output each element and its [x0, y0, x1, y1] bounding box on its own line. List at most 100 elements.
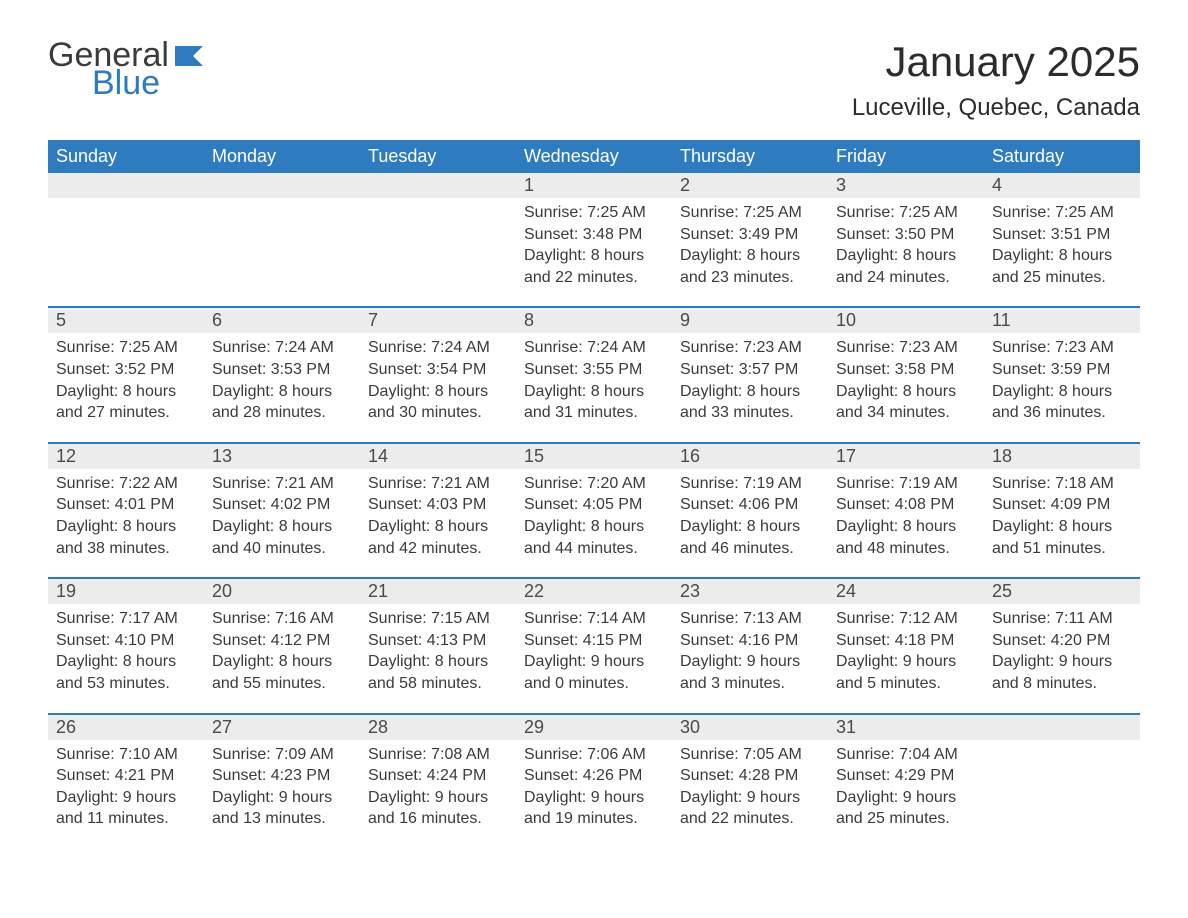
daylight-text-1: Daylight: 8 hours	[992, 381, 1132, 403]
daylight-text-2: and 16 minutes.	[368, 808, 508, 830]
daylight-text-1: Daylight: 8 hours	[836, 516, 976, 538]
day-header: Tuesday	[360, 140, 516, 173]
sunset-text: Sunset: 3:59 PM	[992, 359, 1132, 381]
day-number-cell: 26	[48, 714, 204, 740]
daylight-text-1: Daylight: 9 hours	[992, 651, 1132, 673]
sunrise-text: Sunrise: 7:23 AM	[836, 337, 976, 359]
sunset-text: Sunset: 4:06 PM	[680, 494, 820, 516]
sunrise-text: Sunrise: 7:20 AM	[524, 473, 664, 495]
daylight-text-2: and 44 minutes.	[524, 538, 664, 560]
day-content-cell: Sunrise: 7:04 AMSunset: 4:29 PMDaylight:…	[828, 740, 984, 848]
calendar-table: SundayMondayTuesdayWednesdayThursdayFrid…	[48, 140, 1140, 848]
sunrise-text: Sunrise: 7:06 AM	[524, 744, 664, 766]
day-number-cell: 6	[204, 307, 360, 333]
sunrise-text: Sunrise: 7:18 AM	[992, 473, 1132, 495]
logo: General Blue	[48, 38, 209, 100]
day-number-cell	[48, 173, 204, 198]
sunset-text: Sunset: 4:10 PM	[56, 630, 196, 652]
sunrise-text: Sunrise: 7:10 AM	[56, 744, 196, 766]
sunrise-text: Sunrise: 7:24 AM	[524, 337, 664, 359]
daylight-text-2: and 19 minutes.	[524, 808, 664, 830]
sunrise-text: Sunrise: 7:13 AM	[680, 608, 820, 630]
daylight-text-2: and 24 minutes.	[836, 267, 976, 289]
day-number-cell: 18	[984, 443, 1140, 469]
day-content-cell: Sunrise: 7:25 AMSunset: 3:48 PMDaylight:…	[516, 198, 672, 307]
day-content-cell: Sunrise: 7:06 AMSunset: 4:26 PMDaylight:…	[516, 740, 672, 848]
daylight-text-2: and 11 minutes.	[56, 808, 196, 830]
sunrise-text: Sunrise: 7:14 AM	[524, 608, 664, 630]
sunset-text: Sunset: 4:13 PM	[368, 630, 508, 652]
sunrise-text: Sunrise: 7:05 AM	[680, 744, 820, 766]
day-content-cell: Sunrise: 7:23 AMSunset: 3:58 PMDaylight:…	[828, 333, 984, 442]
daylight-text-1: Daylight: 8 hours	[56, 651, 196, 673]
day-content-cell: Sunrise: 7:17 AMSunset: 4:10 PMDaylight:…	[48, 604, 204, 713]
daylight-text-1: Daylight: 9 hours	[56, 787, 196, 809]
day-content-cell	[360, 198, 516, 307]
day-number-cell: 13	[204, 443, 360, 469]
daylight-text-1: Daylight: 8 hours	[524, 245, 664, 267]
daylight-text-2: and 27 minutes.	[56, 402, 196, 424]
daylight-text-2: and 40 minutes.	[212, 538, 352, 560]
daylight-text-2: and 5 minutes.	[836, 673, 976, 695]
day-number-cell: 15	[516, 443, 672, 469]
day-number-cell	[204, 173, 360, 198]
sunset-text: Sunset: 3:48 PM	[524, 224, 664, 246]
daylight-text-1: Daylight: 8 hours	[836, 245, 976, 267]
day-number-cell: 5	[48, 307, 204, 333]
daylight-text-1: Daylight: 9 hours	[836, 787, 976, 809]
sunrise-text: Sunrise: 7:22 AM	[56, 473, 196, 495]
daylight-text-1: Daylight: 8 hours	[212, 381, 352, 403]
day-content-cell: Sunrise: 7:09 AMSunset: 4:23 PMDaylight:…	[204, 740, 360, 848]
day-content-cell: Sunrise: 7:21 AMSunset: 4:03 PMDaylight:…	[360, 469, 516, 578]
sunset-text: Sunset: 4:08 PM	[836, 494, 976, 516]
sunset-text: Sunset: 4:24 PM	[368, 765, 508, 787]
sunrise-text: Sunrise: 7:17 AM	[56, 608, 196, 630]
daylight-text-2: and 3 minutes.	[680, 673, 820, 695]
page-header: General Blue January 2025 Luceville, Que…	[48, 38, 1140, 122]
daylight-text-2: and 58 minutes.	[368, 673, 508, 695]
day-number-cell: 9	[672, 307, 828, 333]
daylight-text-2: and 28 minutes.	[212, 402, 352, 424]
day-number-cell: 12	[48, 443, 204, 469]
daylight-text-2: and 51 minutes.	[992, 538, 1132, 560]
day-content-cell: Sunrise: 7:05 AMSunset: 4:28 PMDaylight:…	[672, 740, 828, 848]
sunrise-text: Sunrise: 7:25 AM	[524, 202, 664, 224]
sunrise-text: Sunrise: 7:24 AM	[368, 337, 508, 359]
sunset-text: Sunset: 4:12 PM	[212, 630, 352, 652]
daylight-text-1: Daylight: 9 hours	[524, 651, 664, 673]
day-content-cell: Sunrise: 7:14 AMSunset: 4:15 PMDaylight:…	[516, 604, 672, 713]
day-content-cell: Sunrise: 7:24 AMSunset: 3:53 PMDaylight:…	[204, 333, 360, 442]
daylight-text-2: and 30 minutes.	[368, 402, 508, 424]
daylight-text-1: Daylight: 9 hours	[212, 787, 352, 809]
daylight-text-2: and 8 minutes.	[992, 673, 1132, 695]
daylight-text-2: and 48 minutes.	[836, 538, 976, 560]
sunrise-text: Sunrise: 7:09 AM	[212, 744, 352, 766]
sunset-text: Sunset: 4:18 PM	[836, 630, 976, 652]
day-number-cell: 30	[672, 714, 828, 740]
day-content-cell: Sunrise: 7:20 AMSunset: 4:05 PMDaylight:…	[516, 469, 672, 578]
sunset-text: Sunset: 3:53 PM	[212, 359, 352, 381]
day-number-cell: 3	[828, 173, 984, 198]
day-content-cell: Sunrise: 7:19 AMSunset: 4:06 PMDaylight:…	[672, 469, 828, 578]
daylight-text-1: Daylight: 9 hours	[836, 651, 976, 673]
sunset-text: Sunset: 4:23 PM	[212, 765, 352, 787]
day-number-cell: 1	[516, 173, 672, 198]
sunset-text: Sunset: 3:52 PM	[56, 359, 196, 381]
day-content-cell: Sunrise: 7:16 AMSunset: 4:12 PMDaylight:…	[204, 604, 360, 713]
day-number-cell: 19	[48, 578, 204, 604]
daylight-text-1: Daylight: 9 hours	[680, 651, 820, 673]
day-content-cell: Sunrise: 7:18 AMSunset: 4:09 PMDaylight:…	[984, 469, 1140, 578]
sunset-text: Sunset: 3:57 PM	[680, 359, 820, 381]
day-content-cell: Sunrise: 7:19 AMSunset: 4:08 PMDaylight:…	[828, 469, 984, 578]
daylight-text-2: and 25 minutes.	[992, 267, 1132, 289]
day-content-cell: Sunrise: 7:21 AMSunset: 4:02 PMDaylight:…	[204, 469, 360, 578]
sunrise-text: Sunrise: 7:19 AM	[680, 473, 820, 495]
day-content-cell	[48, 198, 204, 307]
sunrise-text: Sunrise: 7:12 AM	[836, 608, 976, 630]
daylight-text-2: and 23 minutes.	[680, 267, 820, 289]
daylight-text-1: Daylight: 8 hours	[212, 651, 352, 673]
day-number-cell: 22	[516, 578, 672, 604]
day-number-cell: 27	[204, 714, 360, 740]
daylight-text-1: Daylight: 8 hours	[368, 381, 508, 403]
sunset-text: Sunset: 4:20 PM	[992, 630, 1132, 652]
